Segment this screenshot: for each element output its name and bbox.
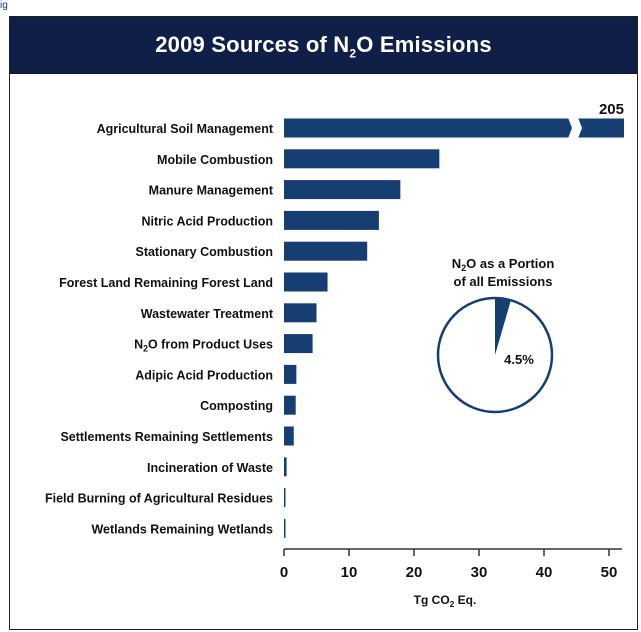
bar <box>284 180 401 200</box>
axis-break-marker <box>568 117 582 139</box>
bar-category-label: Forest Land Remaining Forest Land <box>59 276 273 290</box>
bar-category-label: Wastewater Treatment <box>141 307 274 321</box>
x-axis-label: Tg CO2 Eq. <box>414 593 477 609</box>
title-bar: 2009 Sources of N2O Emissions <box>10 17 637 74</box>
bar-category-label: Mobile Combustion <box>157 153 273 167</box>
pie-slice-label: 4.5% <box>504 352 534 367</box>
x-tick-label: 20 <box>406 564 423 581</box>
x-tick-label: 30 <box>471 564 488 581</box>
bar-value-label: 205 <box>599 101 624 118</box>
bar <box>284 457 287 477</box>
bar <box>284 303 317 323</box>
bar <box>284 488 286 508</box>
pie-slice <box>495 298 511 355</box>
bar <box>284 241 368 261</box>
chart-title-subscript: 2 <box>349 46 357 61</box>
bar-category-label: Agricultural Soil Management <box>97 122 274 136</box>
chart-title-suffix: O Emissions <box>356 32 492 57</box>
bar <box>284 395 296 415</box>
chart-title-prefix: 2009 Sources of N <box>155 32 350 57</box>
bar <box>284 334 313 354</box>
bar <box>284 149 440 169</box>
bar <box>284 272 328 292</box>
bar-category-label: Nitric Acid Production <box>142 214 274 228</box>
bar-category-label: Incineration of Waste <box>147 461 273 475</box>
bar-category-label: Stationary Combustion <box>135 245 273 259</box>
chart-title: 2009 Sources of N2O Emissions <box>10 17 637 73</box>
bar-category-label: Manure Management <box>149 184 274 198</box>
x-tick-label: 40 <box>536 564 553 581</box>
bar <box>284 426 294 446</box>
bar-category-label: N2O from Product Uses <box>134 338 273 354</box>
bar-category-label: Composting <box>200 399 273 413</box>
bar-category-label: Field Burning of Agricultural Residues <box>45 492 273 506</box>
bar <box>284 118 624 138</box>
pie-title-line1: N2O as a Portion <box>452 256 555 273</box>
bar <box>284 518 286 538</box>
corner-mark: ig <box>0 0 8 11</box>
x-tick-label: 50 <box>601 564 618 581</box>
x-tick-label: 10 <box>341 564 358 581</box>
bar <box>284 364 297 384</box>
bar-category-label: Settlements Remaining Settlements <box>60 430 273 444</box>
bar-category-label: Wetlands Remaining Wetlands <box>91 522 273 536</box>
x-tick-label: 0 <box>280 564 288 581</box>
bar <box>284 210 379 230</box>
pie-title-line2: of all Emissions <box>454 274 553 289</box>
bar-category-label: Adipic Acid Production <box>135 368 273 382</box>
